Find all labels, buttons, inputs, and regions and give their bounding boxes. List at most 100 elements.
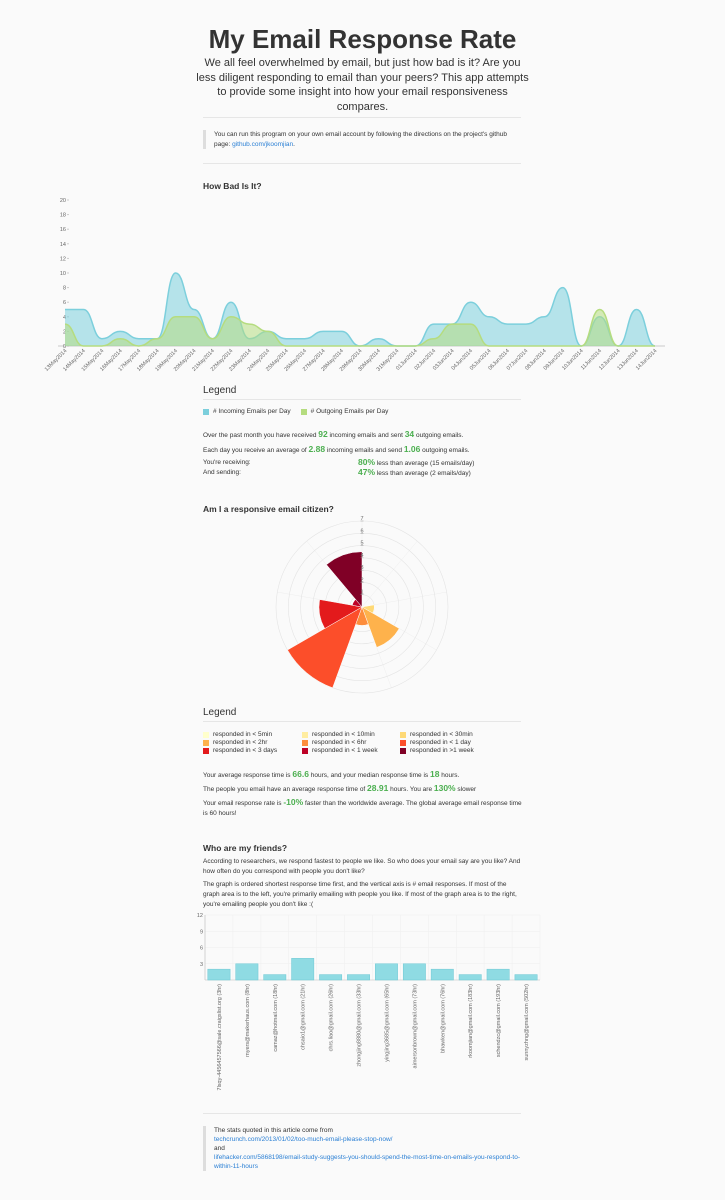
legend-swatch xyxy=(400,747,406,754)
y-tick-label: 16 xyxy=(60,227,66,233)
divider xyxy=(203,399,521,400)
text: incoming emails and sent xyxy=(327,432,405,439)
x-tick-label: camaz@hotmail.com (18hr) xyxy=(273,984,279,1052)
title: My Email Response Rate xyxy=(208,24,517,54)
r-tick-label: 3 xyxy=(360,565,363,571)
note-end: . xyxy=(293,140,295,148)
highlight-number: 80% xyxy=(358,457,376,467)
y-tick-label: 3 xyxy=(200,962,203,968)
text: Each day you receive an average of xyxy=(203,447,309,454)
bar xyxy=(319,974,343,981)
bar xyxy=(514,974,538,981)
y-tick-label: 6 xyxy=(63,300,66,306)
y-tick-label: 0 xyxy=(63,344,66,350)
highlight-number: 28.91 xyxy=(367,783,389,793)
r-tick-label: 5 xyxy=(360,541,363,547)
paragraph: Your average response time is 66.6 hours… xyxy=(203,769,523,781)
text: hours. xyxy=(439,772,460,779)
highlight-number: 34 xyxy=(404,429,415,439)
wedge xyxy=(318,599,363,629)
highlight-number: -10% xyxy=(283,797,304,807)
polar-chart: 1 2 3 4 5 6 7 xyxy=(275,516,449,694)
legend-item: responded in < 10min xyxy=(302,731,400,738)
y-tick-label: 20 xyxy=(60,198,66,204)
volume-chart: 0246810121416182013May201414May201415May… xyxy=(44,198,665,373)
text: Your average response time is xyxy=(203,772,293,779)
legend-label: responded in < 10min xyxy=(312,731,375,738)
legend-label: responded in < 5min xyxy=(213,731,273,738)
bar xyxy=(263,974,287,981)
r-tick-label: 2 xyxy=(360,577,363,583)
y-tick-label: 12 xyxy=(197,913,203,919)
bar xyxy=(402,963,426,981)
legend-item: # Incoming Emails per Day xyxy=(203,408,291,415)
legend-item: responded in < 2hr xyxy=(203,739,302,746)
x-tick-label: aimersonbrown@gmail.com (73hr) xyxy=(412,984,418,1069)
legend-label: responded in >1 week xyxy=(410,747,474,754)
bar xyxy=(235,963,259,981)
highlight-number: 18 xyxy=(429,769,440,779)
highlight-number: 92 xyxy=(318,429,328,439)
source-link[interactable]: techcrunch.com/2013/01/02/too-much-email… xyxy=(214,1136,393,1143)
r-tick-label: 1 xyxy=(360,590,363,596)
x-tick-label: sunnyzhng@gmail.com (502hr) xyxy=(524,984,530,1061)
x-tick-label: schendzc@gmail.com (193hr) xyxy=(496,984,502,1057)
footer-text: The stats quoted in this article come fr… xyxy=(214,1127,333,1134)
y-tick-label: 9 xyxy=(200,929,203,935)
y-tick-label: 14 xyxy=(60,242,66,248)
legend-swatch xyxy=(302,731,308,738)
footer: The stats quoted in this article come fr… xyxy=(203,1126,524,1171)
divider xyxy=(203,163,521,164)
series-line xyxy=(64,308,655,347)
section-title: Who are my friends? xyxy=(203,843,288,853)
bar xyxy=(486,968,510,981)
github-link[interactable]: github.com/jkoomjian xyxy=(232,140,294,148)
stats: Your average response time is 66.6 hours… xyxy=(203,769,523,821)
x-tick-label: chsaio1@gmail.com (21hr) xyxy=(301,984,307,1050)
legend-label: responded in < 3 days xyxy=(213,747,278,754)
bar xyxy=(347,974,370,981)
legend-item: responded in < 1 day xyxy=(400,739,500,746)
legend-swatch xyxy=(300,408,307,415)
divider xyxy=(203,1113,521,1114)
wedge xyxy=(326,551,363,608)
y-tick-label: 8 xyxy=(63,286,66,292)
legend-swatch xyxy=(400,739,406,746)
y-tick-label: 18 xyxy=(60,213,66,219)
legend-swatch xyxy=(302,739,308,746)
r-tick-label: 7 xyxy=(360,516,363,522)
x-tick-label: yingjing3685@gmail.com (65hr) xyxy=(384,984,390,1062)
x-tick-label: rkoomjian@gmail.com (183hr) xyxy=(468,984,474,1058)
label: You're receiving: xyxy=(203,459,251,466)
legend-swatch xyxy=(203,747,209,754)
source-link[interactable]: lifehacker.com/5868198/email-study-sugge… xyxy=(214,1154,520,1170)
comparison-row: You're receiving: 80% less than average (… xyxy=(203,458,523,468)
text: slower xyxy=(455,786,477,793)
text: outgoing emails. xyxy=(420,447,470,454)
legend-label: responded in < 30min xyxy=(410,731,473,738)
legend-swatch xyxy=(400,731,406,738)
highlight-number: 47% xyxy=(358,467,376,477)
x-tick-label: zhongjing8880@gmail.com (33hr) xyxy=(357,984,363,1067)
highlight-number: 1.06 xyxy=(403,444,421,454)
friends-chart: 3 6 9 12 7lsqy-4456457566@sale.craigslist.or… xyxy=(197,913,541,1091)
divider xyxy=(203,117,521,118)
divider xyxy=(203,721,521,722)
x-tick-label: 7lsqy-4456457566@sale.craigslist.org (3h… xyxy=(217,984,223,1091)
legend-label: responded in < 2hr xyxy=(213,739,268,746)
legend-item: responded in < 5min xyxy=(203,731,302,738)
x-tick-label: chrs.liao@gmail.com (26hr) xyxy=(329,984,335,1051)
text: Over the past month you have received xyxy=(203,432,319,439)
paragraph: Your email response rate is -10% faster … xyxy=(203,797,523,819)
value: 80% less than average (15 emails/day) xyxy=(358,458,474,468)
spoke xyxy=(361,591,447,608)
area-fill xyxy=(65,273,655,346)
legend: # Incoming Emails per Day # Outgoing Emai… xyxy=(203,408,388,415)
text: The people you email have an average res… xyxy=(203,786,368,793)
r-tick-label: 4 xyxy=(360,553,363,559)
highlight-number: 2.88 xyxy=(308,444,326,454)
legend-swatch xyxy=(203,408,209,415)
y-tick-label: 4 xyxy=(63,315,66,321)
text: outgoing emails. xyxy=(414,432,464,439)
stats: Over the past month you have received 92… xyxy=(203,429,523,459)
